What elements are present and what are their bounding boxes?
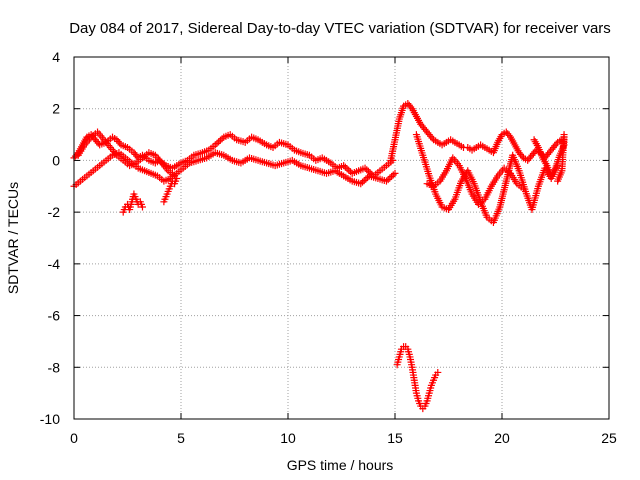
data-point [554,177,562,185]
data-point [384,176,392,184]
y-tick-labels: 4 2 0 -2 -4 -6 -8 -10 [40,49,60,427]
data-point [366,169,374,177]
plot-border [73,56,610,420]
data-point [215,138,223,146]
data-point [389,171,397,179]
data-point [518,152,526,160]
data-point [358,178,366,186]
x-axis-label: GPS time / hours [287,457,394,473]
data-point [386,174,394,182]
y-tick-label: 2 [52,101,60,117]
data-point [341,163,349,171]
y-tick-label: -6 [48,308,61,324]
data-point [428,134,436,142]
chart-title: Day 084 of 2017, Sidereal Day-to-day VTE… [69,20,611,37]
x-tick-label: 10 [280,430,296,446]
x-tick-label: 15 [387,430,403,446]
grid-lines [74,57,609,419]
data-point [434,368,442,376]
y-tick-label: 4 [52,49,60,65]
data-point [364,173,372,181]
data-point [346,168,354,176]
data-point [552,140,560,148]
data-point [391,169,399,177]
x-tick-label: 25 [601,430,617,446]
data-point [343,165,351,173]
data-point [340,162,348,170]
data-point [407,103,415,111]
x-tick-label: 5 [177,430,185,446]
data-point [362,175,370,183]
y-axis-label: SDTVAR / TECUs [5,182,21,294]
data-point [388,172,396,180]
x-tick-labels: 0 5 10 15 20 25 [70,430,617,446]
y-tick-label: -2 [48,204,61,220]
data-point [216,136,224,144]
data-point [138,203,146,211]
data-point [363,166,371,174]
data-point [116,139,124,147]
data-point [382,177,390,185]
y-tick-label: 0 [52,152,60,168]
y-tick-label: -10 [40,411,60,427]
data-point [360,177,368,185]
data-point [357,180,365,188]
data-point [364,167,372,175]
data-point [519,185,527,193]
x-tick-label: 20 [494,430,510,446]
x-tick-label: 0 [70,430,78,446]
data-point [361,164,369,172]
data-point [345,166,353,174]
data-point [211,141,219,149]
data-point [505,131,513,139]
data-points [70,100,568,413]
data-point [173,175,181,183]
data-point [213,139,221,147]
y-tick-label: -4 [48,256,61,272]
y-tick-label: -8 [48,359,61,375]
data-point [218,135,226,143]
